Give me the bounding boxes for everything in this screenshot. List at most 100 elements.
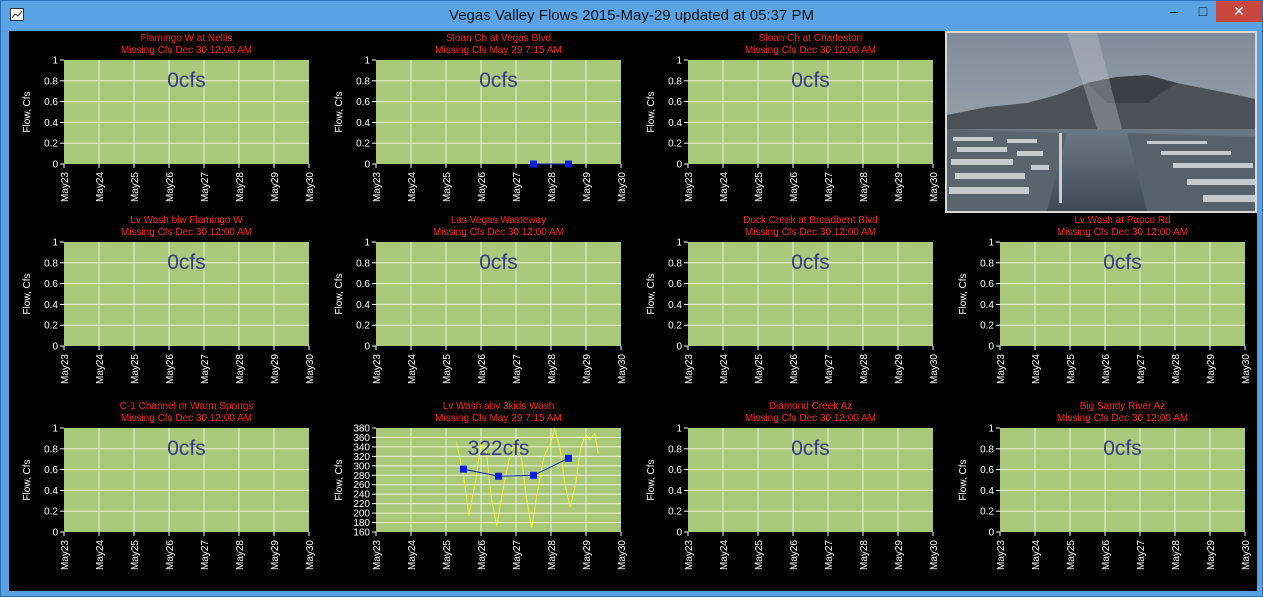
y-tick-label: 0.8 — [668, 76, 682, 87]
flow-reading: 0cfs — [167, 251, 206, 274]
x-tick-label: May30 — [305, 540, 316, 570]
x-tick-label: May25 — [442, 540, 453, 570]
y-tick-label: 1 — [676, 56, 682, 67]
x-tick-label: May29 — [582, 540, 593, 570]
y-tick-label: 0.2 — [356, 321, 370, 332]
x-tick-label: May24 — [719, 354, 730, 384]
x-tick-label: May25 — [442, 354, 453, 384]
minimize-button[interactable]: – — [1170, 3, 1178, 19]
x-tick-label: May24 — [719, 172, 730, 202]
x-tick-label: May30 — [617, 540, 628, 570]
y-tick-label: 0.2 — [668, 507, 682, 518]
x-tick-label: May28 — [859, 172, 870, 202]
y-tick-label: 0 — [52, 528, 58, 539]
flow-reading: 0cfs — [1103, 251, 1142, 274]
y-tick-label: 0.4 — [668, 300, 682, 311]
x-tick-label: May24 — [1031, 540, 1042, 570]
x-tick-label: May25 — [754, 172, 765, 202]
y-axis-label: Flow, Cfs — [334, 91, 345, 132]
x-tick-label: May23 — [996, 354, 1007, 384]
x-tick-label: May26 — [477, 540, 488, 570]
x-tick-label: May26 — [477, 172, 488, 202]
chart-title: Lv Wash at Papco Rd — [1074, 215, 1170, 226]
x-tick-label: May23 — [372, 354, 383, 384]
x-tick-label: May30 — [617, 354, 628, 384]
y-axis-label: Flow, Cfs — [958, 273, 969, 314]
y-axis-label: Flow, Cfs — [334, 459, 345, 500]
y-tick-label: 300 — [353, 461, 370, 472]
chart-title: Big Sandy River Az — [1080, 401, 1166, 412]
x-tick-label: May24 — [95, 354, 106, 384]
title-bar[interactable]: Vegas Valley Flows 2015-May-29 updated a… — [1, 1, 1262, 31]
chart-title: Lv Wash abv 3kids Wash — [443, 401, 555, 412]
x-tick-label: May29 — [1206, 354, 1217, 384]
y-tick-label: 160 — [353, 528, 370, 539]
plot-area — [1000, 242, 1245, 346]
chart-subtitle: Missing Cfs Dec 30 12:00 AM — [745, 45, 876, 56]
y-tick-label: 0.2 — [44, 321, 58, 332]
x-tick-label: May28 — [859, 540, 870, 570]
y-tick-label: 0 — [988, 342, 994, 353]
y-tick-label: 340 — [353, 442, 370, 453]
flow-reading: 0cfs — [479, 251, 518, 274]
x-tick-label: May27 — [200, 172, 211, 202]
y-tick-label: 0.4 — [44, 300, 58, 311]
plot-area — [688, 60, 933, 164]
x-tick-label: May30 — [1241, 540, 1252, 570]
flow-reading: 0cfs — [167, 69, 206, 92]
chart-subtitle: Missing Cfs Dec 30 12:00 AM — [745, 413, 876, 424]
y-tick-label: 200 — [353, 509, 370, 520]
y-tick-label: 1 — [676, 424, 682, 435]
x-tick-label: May29 — [1206, 540, 1217, 570]
x-tick-label: May27 — [512, 540, 523, 570]
y-tick-label: 0.4 — [668, 486, 682, 497]
y-tick-label: 0.6 — [356, 97, 370, 108]
y-axis-label: Flow, Cfs — [646, 91, 657, 132]
plot-area — [688, 242, 933, 346]
x-tick-label: May26 — [789, 172, 800, 202]
y-tick-label: 1 — [364, 238, 370, 249]
x-tick-label: May26 — [165, 172, 176, 202]
maximize-button[interactable]: □ — [1198, 3, 1208, 19]
close-button[interactable]: ✕ — [1216, 1, 1262, 22]
x-tick-label: May27 — [1136, 540, 1147, 570]
x-tick-label: May30 — [617, 172, 628, 202]
x-tick-label: May25 — [1066, 354, 1077, 384]
x-tick-label: May28 — [235, 354, 246, 384]
y-tick-label: 1 — [52, 238, 58, 249]
chart-subtitle: Missing Cfs Dec 30 12:00 AM — [121, 227, 252, 238]
y-tick-label: 0.2 — [980, 507, 994, 518]
y-tick-label: 1 — [988, 238, 994, 249]
chart-app-icon[interactable] — [10, 8, 24, 21]
y-tick-label: 0 — [52, 342, 58, 353]
chart-subtitle: Missing Cfs May 29 7:15 AM — [435, 413, 562, 424]
x-tick-label: May30 — [929, 540, 940, 570]
y-tick-label: 1 — [364, 56, 370, 67]
x-tick-label: May25 — [130, 172, 141, 202]
x-tick-label: May29 — [894, 354, 905, 384]
x-tick-label: May25 — [754, 540, 765, 570]
flow-reading: 0cfs — [791, 251, 830, 274]
y-tick-label: 0.4 — [356, 118, 370, 129]
x-tick-label: May29 — [582, 354, 593, 384]
x-tick-label: May27 — [824, 540, 835, 570]
x-tick-label: May23 — [684, 540, 695, 570]
chart-subtitle: Missing Cfs Dec 30 12:00 AM — [1057, 227, 1188, 238]
flow-reading: 0cfs — [791, 69, 830, 92]
y-tick-label: 320 — [353, 452, 370, 463]
x-tick-label: May24 — [407, 172, 418, 202]
x-tick-label: May25 — [130, 540, 141, 570]
y-axis-label: Flow, Cfs — [334, 273, 345, 314]
y-tick-label: 1 — [988, 424, 994, 435]
y-tick-label: 0.6 — [44, 279, 58, 290]
y-tick-label: 380 — [353, 424, 370, 435]
data-point — [565, 160, 572, 168]
y-tick-label: 0.8 — [668, 444, 682, 455]
y-tick-label: 0.6 — [356, 279, 370, 290]
window-title: Vegas Valley Flows 2015-May-29 updated a… — [449, 7, 814, 24]
y-tick-label: 0.4 — [44, 486, 58, 497]
y-tick-label: 280 — [353, 471, 370, 482]
data-point — [460, 465, 467, 473]
